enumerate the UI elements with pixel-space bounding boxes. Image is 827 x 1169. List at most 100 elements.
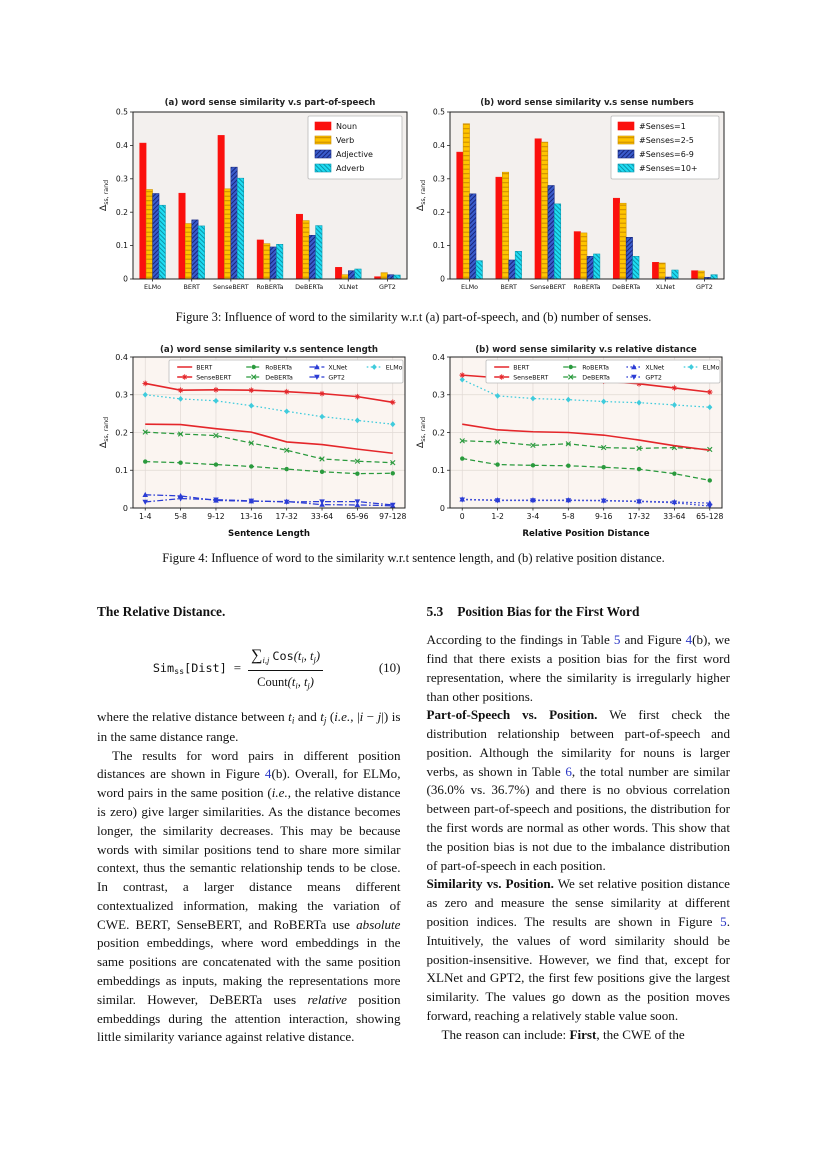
equation-number: (10): [378, 660, 401, 676]
svg-text:#Senses=2-5: #Senses=2-5: [639, 136, 694, 145]
svg-text:13-16: 13-16: [240, 512, 262, 521]
svg-text:0.4: 0.4: [116, 141, 128, 150]
svg-text:BERT: BERT: [513, 364, 529, 371]
left-column: The Relative Distance. Simss[Dist] = ∑i,…: [97, 602, 401, 1047]
svg-text:0: 0: [460, 512, 465, 521]
right-column: 5.3 Position Bias for the First Word Acco…: [427, 602, 731, 1047]
svg-text:(a) word sense similarity v.s: (a) word sense similarity v.s sentence l…: [160, 345, 378, 355]
svg-text:XLNet: XLNet: [645, 364, 664, 371]
series-RoBERTa: [143, 459, 395, 476]
svg-text:ELMo: ELMo: [386, 364, 403, 371]
svg-text:Noun: Noun: [336, 122, 357, 131]
svg-text:17-32: 17-32: [276, 512, 298, 521]
svg-text:DeBERTa: DeBERTa: [265, 374, 293, 381]
section-heading-position-bias: 5.3 Position Bias for the First Word: [426, 604, 640, 619]
svg-text:Δss, rand: Δss, rand: [416, 180, 427, 211]
eq-fraction: ∑i,j Cos(ti, tj) Count(ti, tj): [248, 645, 323, 692]
svg-text:0.1: 0.1: [115, 466, 128, 475]
svg-text:ELMo: ELMo: [461, 283, 478, 291]
eq-lhs: Simss[Dist]: [152, 660, 227, 676]
svg-text:RoBERTa: RoBERTa: [265, 364, 292, 371]
svg-text:0.2: 0.2: [432, 428, 445, 437]
svg-text:0.3: 0.3: [116, 174, 128, 183]
figure3-charts: (a) word sense similarity v.s part-of-sp…: [97, 95, 730, 299]
svg-text:SenseBERT: SenseBERT: [213, 283, 249, 291]
svg-text:XLNet: XLNet: [656, 283, 676, 291]
svg-text:0.1: 0.1: [432, 466, 445, 475]
series-DeBERTa: [142, 429, 396, 466]
svg-text:0.5: 0.5: [433, 108, 445, 117]
series-BERT: [145, 423, 393, 455]
series-XLNet: [459, 496, 713, 506]
svg-text:BERT: BERT: [501, 283, 517, 291]
svg-text:0.1: 0.1: [116, 241, 128, 250]
series-RoBERTa: [460, 456, 712, 483]
svg-text:(a) word sense similarity v.s: (a) word sense similarity v.s part-of-sp…: [165, 98, 376, 108]
svg-text:DeBERTa: DeBERTa: [612, 283, 640, 291]
paragraph: According to the findings in Table 5 and…: [426, 632, 731, 704]
page-content: (a) word sense similarity v.s part-of-sp…: [97, 95, 730, 1047]
svg-text:3-4: 3-4: [527, 512, 540, 521]
svg-text:#Senses=10+: #Senses=10+: [639, 164, 698, 173]
svg-text:Δss, rand: Δss, rand: [99, 180, 110, 211]
svg-text:9-16: 9-16: [595, 512, 613, 521]
svg-text:33-64: 33-64: [663, 512, 685, 521]
left-column-paragraphs: where the relative distance between ti a…: [97, 708, 401, 1047]
svg-text:97-128: 97-128: [379, 512, 406, 521]
paragraph: Part-of-Speech vs. Position. We first ch…: [426, 707, 731, 873]
svg-text:0: 0: [440, 275, 445, 284]
svg-text:65-128: 65-128: [696, 512, 723, 521]
svg-text:0.3: 0.3: [115, 391, 128, 400]
svg-text:Relative Position Distance: Relative Position Distance: [522, 529, 649, 539]
svg-text:GPT2: GPT2: [645, 374, 662, 381]
svg-text:GPT2: GPT2: [379, 283, 396, 291]
svg-text:0: 0: [440, 504, 445, 513]
svg-text:0.2: 0.2: [115, 428, 128, 437]
svg-text:0.3: 0.3: [433, 174, 445, 183]
series-SenseBERT: [142, 380, 396, 406]
svg-text:17-32: 17-32: [628, 512, 650, 521]
right-column-paragraphs: According to the findings in Table 5 and…: [427, 631, 731, 1044]
svg-text:ELMo: ELMo: [703, 364, 720, 371]
svg-text:SenseBERT: SenseBERT: [513, 374, 548, 381]
bar-chart-sense-numbers: (b) word sense similarity v.s sense numb…: [416, 98, 725, 291]
svg-text:Δss, rand: Δss, rand: [416, 417, 427, 448]
svg-text:DeBERTa: DeBERTa: [295, 283, 323, 291]
svg-text:Δss, rand: Δss, rand: [99, 417, 110, 448]
svg-text:(b) word sense similarity v.s: (b) word sense similarity v.s relative d…: [475, 345, 697, 355]
figure3-caption: Figure 3: Influence of word to the simil…: [175, 310, 652, 324]
svg-text:0: 0: [123, 275, 128, 284]
svg-text:RoBERTa: RoBERTa: [582, 364, 609, 371]
figure4-caption: Figure 4: Influence of word to the simil…: [162, 551, 665, 565]
svg-text:1-4: 1-4: [139, 512, 152, 521]
svg-text:5-8: 5-8: [562, 512, 575, 521]
legend: BERT SenseBERT RoBERTa DeBERTa XLNet GPT2 ELMo: [168, 359, 404, 384]
two-column-text: The Relative Distance. Simss[Dist] = ∑i,…: [97, 602, 730, 1047]
svg-text:BERT: BERT: [184, 283, 200, 291]
svg-text:0.3: 0.3: [432, 391, 445, 400]
line-chart-relative-distance: (b) word sense similarity v.s relative d…: [416, 345, 723, 539]
svg-text:Adverb: Adverb: [336, 164, 364, 173]
svg-text:XLNet: XLNet: [328, 364, 347, 371]
svg-text:9-12: 9-12: [207, 512, 225, 521]
svg-text:RoBERTa: RoBERTa: [256, 283, 283, 291]
svg-text:Adjective: Adjective: [336, 150, 373, 159]
eq-denominator: Count(ti, tj): [257, 675, 314, 691]
svg-text:SenseBERT: SenseBERT: [530, 283, 566, 291]
svg-text:(b) word sense similarity v.s: (b) word sense similarity v.s sense numb…: [480, 98, 694, 108]
svg-text:SenseBERT: SenseBERT: [196, 374, 231, 381]
line-chart-sentence-length: (a) word sense similarity v.s sentence l…: [99, 345, 406, 539]
svg-text:0.4: 0.4: [115, 353, 128, 362]
svg-text:GPT2: GPT2: [696, 283, 713, 291]
svg-text:#Senses=6-9: #Senses=6-9: [639, 150, 694, 159]
svg-text:0.4: 0.4: [433, 141, 445, 150]
svg-text:DeBERTa: DeBERTa: [582, 374, 610, 381]
svg-text:ELMo: ELMo: [144, 283, 161, 291]
svg-text:0.1: 0.1: [433, 241, 445, 250]
eq-equals: =: [233, 660, 242, 676]
svg-text:Sentence Length: Sentence Length: [228, 529, 310, 539]
bar-chart-part-of-speech: (a) word sense similarity v.s part-of-sp…: [99, 98, 408, 291]
svg-text:#Senses=1: #Senses=1: [639, 122, 686, 131]
svg-text:GPT2: GPT2: [328, 374, 345, 381]
